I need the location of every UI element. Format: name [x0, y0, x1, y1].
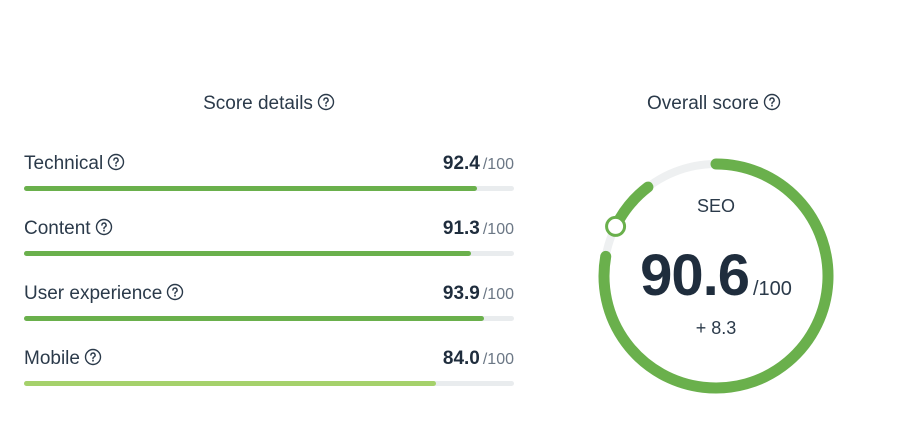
score-row-value: 84.0 [442, 348, 480, 369]
overall-score-max: /100 [752, 278, 792, 300]
score-bar-fill [24, 381, 436, 386]
score-details-panel: Score details Technical 92.4/100 Content… [24, 88, 514, 386]
score-bar-track [24, 316, 514, 321]
help-icon[interactable] [107, 153, 125, 171]
score-bar-fill [24, 316, 485, 321]
score-row-max: /100 [482, 156, 514, 173]
score-bar-track [24, 186, 514, 191]
score-bar-track [24, 251, 514, 256]
score-row-label: User experience [24, 283, 163, 304]
score-bar-fill [24, 186, 477, 191]
score-details-title: Score details [203, 93, 313, 114]
help-icon[interactable] [95, 218, 113, 236]
score-row-mobile: Mobile 84.0/100 [24, 347, 514, 387]
overall-score-title: Overall score [647, 93, 759, 114]
overall-score-change: + 8.3 [695, 318, 737, 338]
score-row-user-experience: User experience 93.9/100 [24, 282, 514, 322]
score-row-technical: Technical 92.4/100 [24, 152, 514, 192]
help-icon[interactable] [763, 93, 781, 111]
score-gauge-ring [598, 158, 834, 394]
score-row-content: Content 91.3/100 [24, 217, 514, 257]
score-row-max: /100 [482, 221, 514, 238]
overall-score-value: 90.6 [640, 243, 750, 308]
help-icon[interactable] [317, 93, 335, 111]
score-row-value: 91.3 [442, 218, 480, 239]
gauge-label: SEO [696, 196, 735, 216]
score-row-value: 92.4 [442, 153, 480, 174]
overall-score-title-row: Overall score [586, 88, 842, 120]
score-gauge: SEO 90.6/100 + 8.3 [596, 156, 836, 396]
score-row-max: /100 [482, 351, 514, 368]
score-bar-fill [24, 251, 472, 256]
score-row-value: 93.9 [442, 283, 480, 304]
score-row-max: /100 [482, 286, 514, 303]
gauge-progress-arc [598, 158, 834, 394]
score-row-label: Mobile [24, 348, 80, 369]
score-bar-track [24, 381, 514, 386]
help-icon[interactable] [84, 348, 102, 366]
score-row-label: Content [24, 218, 91, 239]
gauge-previous-marker [605, 215, 627, 237]
help-icon[interactable] [166, 283, 184, 301]
overall-score-panel: Overall score SEO 90.6/100 + 8.3 [586, 88, 842, 394]
score-details-title-row: Score details [24, 88, 514, 120]
score-row-label: Technical [24, 153, 104, 174]
